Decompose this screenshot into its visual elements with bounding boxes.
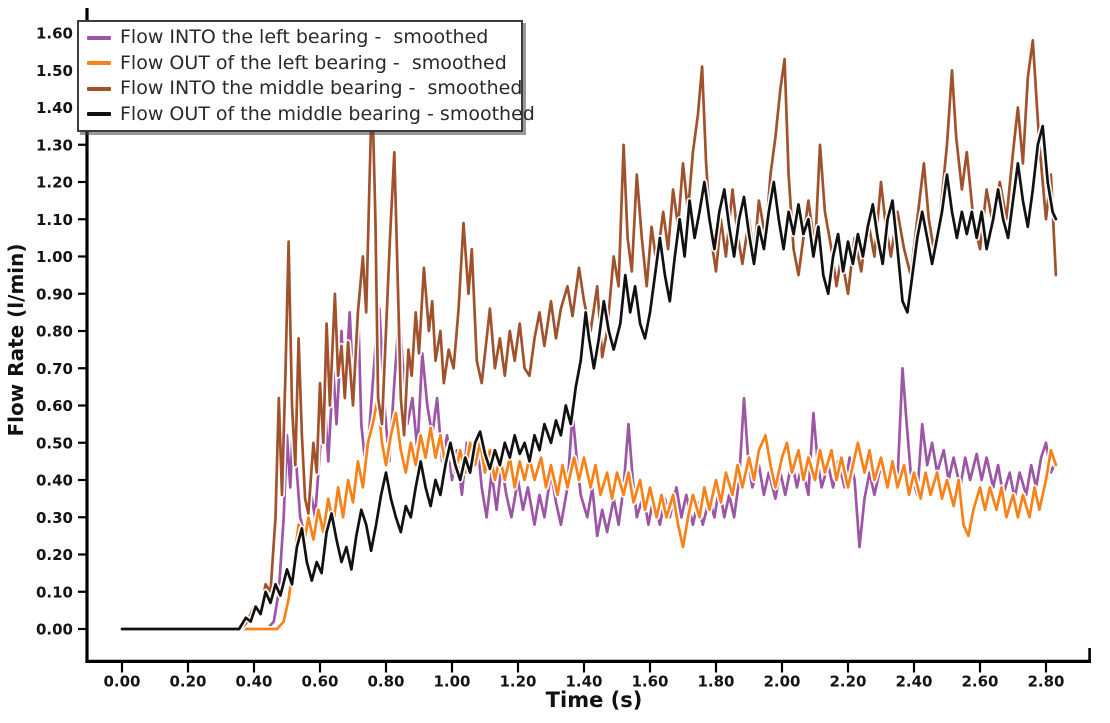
series-line-1 <box>120 396 1058 631</box>
y-tick-label: 0.30 <box>36 509 73 527</box>
x-tick-label: 2.80 <box>1027 673 1064 691</box>
y-axis-label: Flow Rate (l/min) <box>4 243 28 437</box>
y-tick-label: 0.40 <box>36 472 73 490</box>
y-tick-label: 1.30 <box>36 136 73 154</box>
legend-label: Flow OUT of the middle bearing - smoothe… <box>120 102 535 125</box>
x-tick-label: 1.00 <box>433 673 470 691</box>
legend-line-swatch <box>87 35 111 40</box>
y-tick-label: 0.10 <box>36 583 73 601</box>
y-tick-label: 1.00 <box>36 248 73 266</box>
y-tick-label: 0.60 <box>36 397 73 415</box>
legend-label: Flow INTO the left bearing - smoothed <box>120 26 489 49</box>
x-tick-label: 2.60 <box>961 673 998 691</box>
legend-label: Flow OUT of the left bearing - smoothed <box>120 51 507 74</box>
tick-marks <box>78 31 1048 673</box>
y-tick-label: 1.50 <box>36 62 73 80</box>
y-tick-label: 0.70 <box>36 360 73 378</box>
legend: Flow INTO the left bearing - smoothed Fl… <box>77 20 535 132</box>
x-tick-label: 0.40 <box>235 673 272 691</box>
series-line-2 <box>120 39 1058 631</box>
x-tick-label: 0.60 <box>301 673 338 691</box>
series-casing-3 <box>119 123 1059 632</box>
y-tick-label: 0.50 <box>36 434 73 452</box>
series-lines <box>119 37 1059 632</box>
legend-entry: Flow OUT of the left bearing - smoothed <box>87 51 513 74</box>
x-axis-label: Time (s) <box>545 688 643 712</box>
y-tick-label: 0.00 <box>36 621 73 639</box>
x-tick-label: 2.40 <box>895 673 932 691</box>
y-tick-label: 1.10 <box>36 211 73 229</box>
x-tick-label: 1.80 <box>697 673 734 691</box>
x-tick-label: 2.20 <box>829 673 866 691</box>
x-tick-label: 1.20 <box>499 673 536 691</box>
legend-entry: Flow OUT of the middle bearing - smoothe… <box>87 104 535 124</box>
x-tick-label: 1.40 <box>565 673 602 691</box>
x-tick-label: 0.20 <box>169 673 206 691</box>
series-line-3 <box>120 124 1058 631</box>
x-tick-label: 2.00 <box>763 673 800 691</box>
x-tick-label: 0.00 <box>103 673 140 691</box>
legend-line-swatch <box>87 61 111 66</box>
legend-entry: Flow INTO the left bearing - smoothed <box>87 28 513 47</box>
tick-labels: 0.00 0.20 0.40 0.60 0.80 1.00 1.20 1.40 1.60 1.80… <box>36 25 1065 691</box>
x-tick-label: 1.60 <box>631 673 668 691</box>
x-tick-label: 0.80 <box>367 673 404 691</box>
y-tick-label: 0.90 <box>36 285 73 303</box>
legend-line-swatch <box>87 86 111 91</box>
y-tick-label: 1.20 <box>36 174 73 192</box>
y-tick-label: 1.40 <box>36 99 73 117</box>
y-tick-label: 0.20 <box>36 546 73 564</box>
legend-line-swatch <box>87 112 111 117</box>
legend-entry: Flow INTO the middle bearing - smoothed <box>87 79 522 98</box>
y-tick-label: 0.80 <box>36 323 73 341</box>
legend-label: Flow INTO the middle bearing - smoothed <box>120 77 523 100</box>
y-tick-label: 1.60 <box>36 25 73 43</box>
